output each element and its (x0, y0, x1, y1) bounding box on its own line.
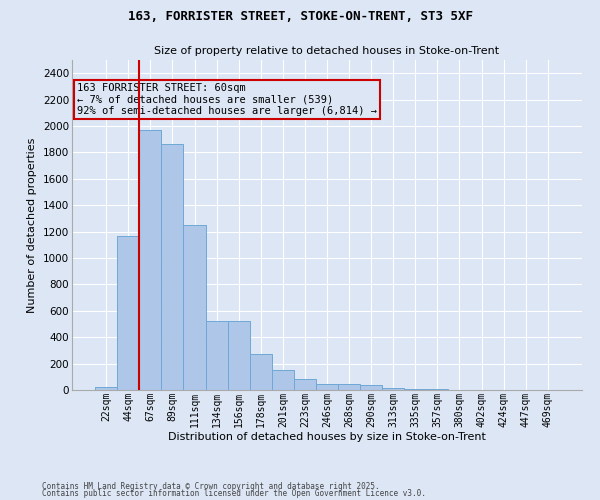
Title: Size of property relative to detached houses in Stoke-on-Trent: Size of property relative to detached ho… (154, 46, 500, 56)
Text: 163, FORRISTER STREET, STOKE-ON-TRENT, ST3 5XF: 163, FORRISTER STREET, STOKE-ON-TRENT, S… (128, 10, 473, 23)
X-axis label: Distribution of detached houses by size in Stoke-on-Trent: Distribution of detached houses by size … (168, 432, 486, 442)
Bar (117, 236, 139, 390)
Bar (338, 384, 360, 390)
Bar (139, 130, 161, 390)
Text: Contains HM Land Registry data © Crown copyright and database right 2025.: Contains HM Land Registry data © Crown c… (42, 482, 380, 491)
Y-axis label: Number of detached properties: Number of detached properties (28, 138, 37, 312)
Bar (360, 386, 382, 390)
Text: 163 FORRISTER STREET: 60sqm
← 7% of detached houses are smaller (539)
92% of sem: 163 FORRISTER STREET: 60sqm ← 7% of deta… (77, 83, 377, 116)
Text: Contains public sector information licensed under the Open Government Licence v3: Contains public sector information licen… (42, 490, 426, 498)
Bar (404, 389, 427, 390)
Bar (184, 225, 206, 390)
Bar (427, 389, 448, 390)
Bar (95, 386, 117, 390)
Bar (272, 370, 294, 390)
Bar (382, 388, 404, 390)
Bar (316, 384, 338, 390)
Bar (161, 144, 184, 390)
Bar (206, 322, 227, 390)
Bar (227, 322, 250, 390)
Bar (294, 379, 316, 390)
Bar (250, 354, 272, 390)
